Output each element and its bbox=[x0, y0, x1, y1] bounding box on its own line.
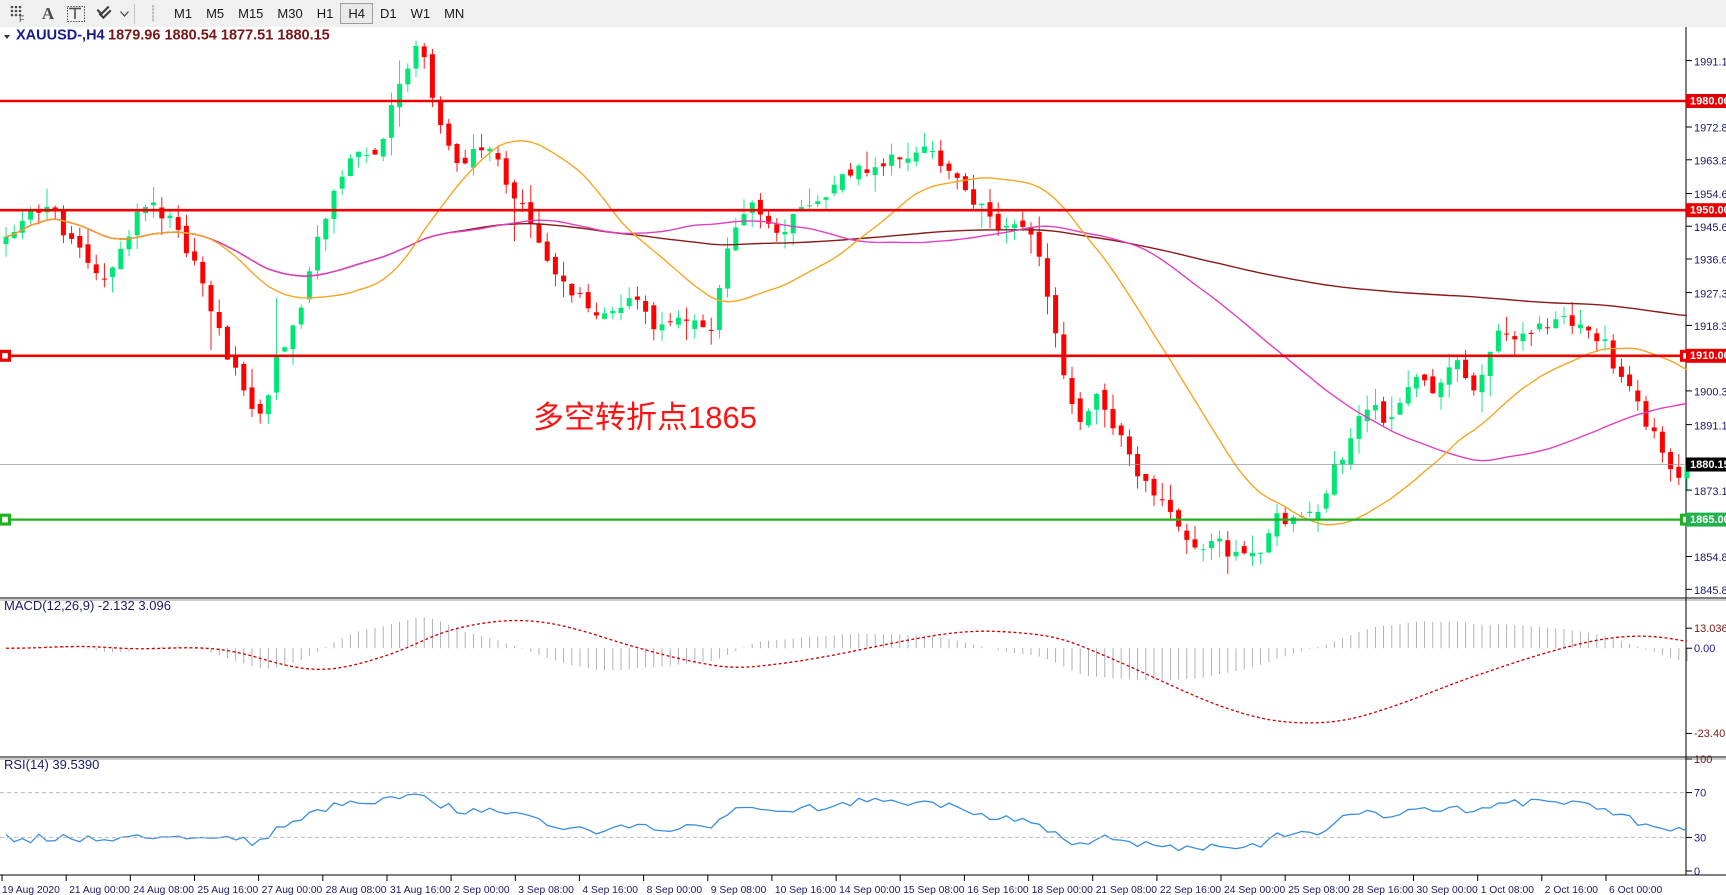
svg-text:1 Oct 08:00: 1 Oct 08:00 bbox=[1481, 885, 1535, 895]
svg-text:1963.85: 1963.85 bbox=[1694, 156, 1726, 168]
svg-text:9 Sep 08:00: 9 Sep 08:00 bbox=[711, 885, 767, 895]
svg-text:70: 70 bbox=[1694, 788, 1706, 800]
svg-text:28 Sep 16:00: 28 Sep 16:00 bbox=[1352, 885, 1414, 895]
svg-text:16 Sep 16:00: 16 Sep 16:00 bbox=[967, 885, 1029, 895]
svg-text:1880.15: 1880.15 bbox=[1690, 459, 1726, 471]
svg-text:0: 0 bbox=[1694, 866, 1700, 878]
svg-text:1945.60: 1945.60 bbox=[1694, 222, 1726, 234]
svg-text:-23.407: -23.407 bbox=[1694, 728, 1726, 740]
svg-text:1854.85: 1854.85 bbox=[1694, 552, 1726, 564]
svg-text:15 Sep 08:00: 15 Sep 08:00 bbox=[903, 885, 965, 895]
svg-text:13.036: 13.036 bbox=[1694, 623, 1726, 635]
svg-text:27 Aug 00:00: 27 Aug 00:00 bbox=[262, 885, 323, 895]
svg-text:1918.35: 1918.35 bbox=[1694, 321, 1726, 333]
svg-text:24 Sep 00:00: 24 Sep 00:00 bbox=[1224, 885, 1286, 895]
svg-text:1900.35: 1900.35 bbox=[1694, 387, 1726, 399]
svg-text:1927.35: 1927.35 bbox=[1694, 288, 1726, 300]
svg-text:25 Aug 16:00: 25 Aug 16:00 bbox=[198, 885, 259, 895]
svg-text:2 Oct 16:00: 2 Oct 16:00 bbox=[1545, 885, 1599, 895]
svg-text:XAUUSD-,H4: XAUUSD-,H4 bbox=[16, 28, 105, 44]
svg-text:21 Sep 08:00: 21 Sep 08:00 bbox=[1096, 885, 1158, 895]
svg-text:24 Aug 08:00: 24 Aug 08:00 bbox=[133, 885, 194, 895]
svg-text:2 Sep 00:00: 2 Sep 00:00 bbox=[454, 885, 510, 895]
svg-text:1891.10: 1891.10 bbox=[1694, 420, 1726, 432]
svg-text:1954.60: 1954.60 bbox=[1694, 189, 1726, 201]
svg-text:1936.60: 1936.60 bbox=[1694, 255, 1726, 267]
svg-text:1991.10: 1991.10 bbox=[1694, 56, 1726, 68]
svg-text:RSI(14) 39.5390: RSI(14) 39.5390 bbox=[4, 757, 99, 772]
svg-text:6 Oct 00:00: 6 Oct 00:00 bbox=[1609, 885, 1663, 895]
svg-text:31 Aug 16:00: 31 Aug 16:00 bbox=[390, 885, 451, 895]
svg-text:8 Sep 00:00: 8 Sep 00:00 bbox=[647, 885, 703, 895]
svg-text:21 Aug 00:00: 21 Aug 00:00 bbox=[69, 885, 130, 895]
svg-text:100: 100 bbox=[1694, 754, 1712, 766]
svg-text:1972.85: 1972.85 bbox=[1694, 123, 1726, 135]
svg-text:30: 30 bbox=[1694, 832, 1706, 844]
svg-text:1980.00: 1980.00 bbox=[1690, 95, 1726, 107]
svg-text:28 Aug 08:00: 28 Aug 08:00 bbox=[326, 885, 387, 895]
svg-text:1950.00: 1950.00 bbox=[1690, 205, 1726, 217]
svg-text:25 Sep 08:00: 25 Sep 08:00 bbox=[1288, 885, 1350, 895]
svg-text:1879.96 1880.54 1877.51 1880.1: 1879.96 1880.54 1877.51 1880.15 bbox=[108, 28, 330, 44]
svg-text:19 Aug 2020: 19 Aug 2020 bbox=[2, 885, 60, 895]
svg-text:1873.10: 1873.10 bbox=[1694, 486, 1726, 498]
svg-text:多空转折点1865: 多空转折点1865 bbox=[533, 400, 757, 435]
svg-text:1910.00: 1910.00 bbox=[1690, 350, 1726, 362]
svg-text:3 Sep 08:00: 3 Sep 08:00 bbox=[518, 885, 574, 895]
svg-text:1865.00: 1865.00 bbox=[1690, 514, 1726, 526]
svg-text:4 Sep 16:00: 4 Sep 16:00 bbox=[582, 885, 638, 895]
svg-text:0.00: 0.00 bbox=[1694, 643, 1715, 655]
svg-text:1845.85: 1845.85 bbox=[1694, 585, 1726, 597]
svg-text:10 Sep 16:00: 10 Sep 16:00 bbox=[775, 885, 837, 895]
svg-text:14 Sep 00:00: 14 Sep 00:00 bbox=[839, 885, 901, 895]
svg-text:F: F bbox=[19, 14, 25, 22]
svg-text:30 Sep 00:00: 30 Sep 00:00 bbox=[1417, 885, 1479, 895]
svg-text:18 Sep 00:00: 18 Sep 00:00 bbox=[1032, 885, 1094, 895]
svg-text:22 Sep 16:00: 22 Sep 16:00 bbox=[1160, 885, 1222, 895]
svg-text:MACD(12,26,9) -2.132 3.096: MACD(12,26,9) -2.132 3.096 bbox=[4, 598, 171, 613]
